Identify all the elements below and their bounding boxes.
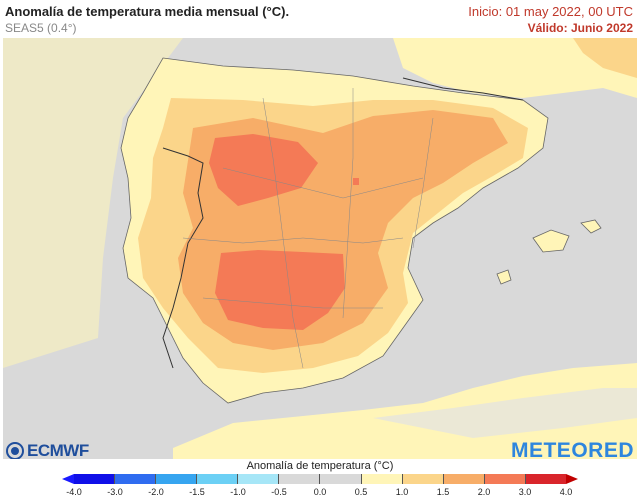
legend-tick-label: 3.0 [518, 487, 532, 497]
init-date: Inicio: 01 may 2022, 00 UTC [468, 4, 633, 19]
legend-tick-label: -1.0 [230, 487, 246, 497]
map-header: Anomalía de temperatura media mensual (°… [0, 0, 640, 38]
legend-tick-label: -2.0 [148, 487, 164, 497]
ecmwf-logo-icon [6, 442, 24, 460]
valid-date: Válido: Junio 2022 [527, 21, 633, 35]
legend-segment [361, 474, 403, 484]
legend-segment [238, 474, 280, 484]
mallorca [532, 229, 570, 253]
menorca [580, 219, 602, 234]
legend-segment [115, 474, 157, 484]
legend-tick-label: -1.5 [189, 487, 205, 497]
legend-arrow-left-icon [62, 474, 74, 484]
legend-tick-label: 0.5 [354, 487, 368, 497]
anomaly-point [353, 178, 359, 185]
legend-tick-label: -3.0 [107, 487, 123, 497]
ibiza [496, 269, 512, 285]
legend-segment [484, 474, 526, 484]
legend-segment [156, 474, 198, 484]
ecmwf-logo-text: ECMWF [27, 441, 89, 460]
legend-segment [74, 474, 116, 484]
legend-colorbar [74, 474, 566, 484]
model-subtitle: SEAS5 (0.4°) [5, 21, 77, 35]
legend-tick-label: 1.5 [436, 487, 450, 497]
legend-arrow-right-icon [566, 474, 578, 484]
legend-tick-label: 2.0 [477, 487, 491, 497]
legend-segment [443, 474, 485, 484]
portugal-border [162, 147, 204, 369]
legend-segment [197, 474, 239, 484]
legend-segment [525, 474, 566, 484]
color-legend: Anomalía de temperatura (°C) -4.0 -3.0 -2.… [0, 459, 640, 499]
ecmwf-logo: ECMWF [6, 441, 89, 461]
north-africa-grey [373, 388, 637, 438]
france-border [402, 77, 524, 101]
legend-ticks: -4.0 -3.0 -2.0 -1.5 -1.0 -0.5 0.0 0.5 1.0 1.5 2.0 3… [0, 487, 640, 499]
meteored-logo: METEORED [510, 439, 634, 462]
legend-segment [402, 474, 444, 484]
france-warm-patch [573, 38, 637, 78]
france-land [393, 38, 637, 98]
legend-title: Anomalía de temperatura (°C) [246, 460, 394, 472]
legend-tick-label: -4.0 [66, 487, 82, 497]
atlantic-pale-area [3, 38, 183, 368]
legend-tick-label: 1.0 [395, 487, 409, 497]
legend-segment [320, 474, 362, 484]
legend-tick-label: 0.0 [313, 487, 327, 497]
legend-tick-label: -0.5 [271, 487, 287, 497]
anomaly-2-0-north [209, 134, 318, 206]
region-borders [182, 88, 434, 369]
legend-segment [279, 474, 321, 484]
north-africa-land [173, 363, 637, 459]
legend-tick-label: 4.0 [559, 487, 573, 497]
map-canvas [3, 38, 637, 459]
map-title: Anomalía de temperatura media mensual (°… [5, 4, 290, 19]
anomaly-map[interactable] [3, 38, 637, 459]
anomaly-2-0-south [215, 250, 345, 330]
